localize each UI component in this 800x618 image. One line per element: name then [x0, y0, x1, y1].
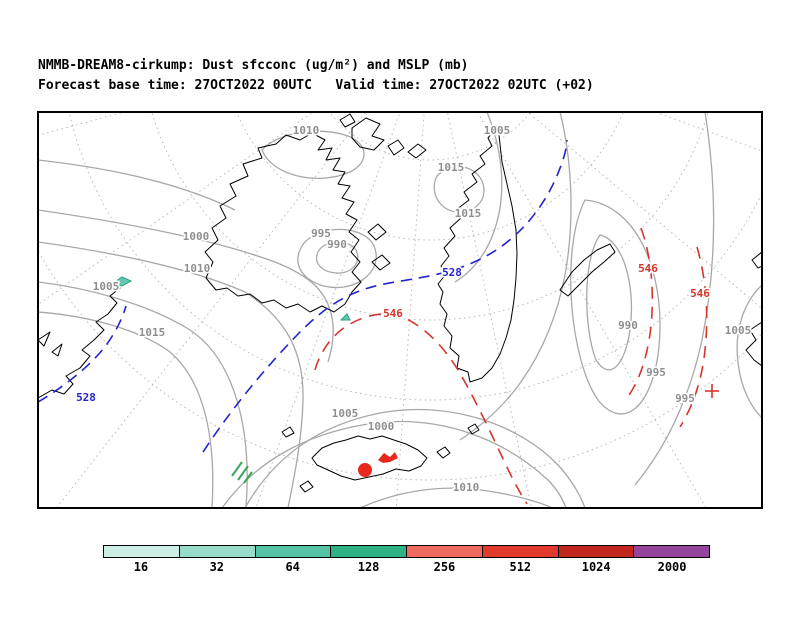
contour-label-995: 995 [311, 227, 331, 240]
contour-label-1000: 1000 [368, 420, 395, 433]
thickness-528-lines [39, 139, 568, 453]
dust-patch-teal [110, 276, 133, 287]
dust-source-red-dot [358, 463, 372, 477]
colorbar-segment-32 [179, 546, 256, 557]
contour-label-1010: 1010 [293, 124, 320, 137]
dust-patch-teal [339, 313, 351, 321]
contour-label-1015: 1015 [455, 207, 482, 220]
colorbar-segment-512 [482, 546, 559, 557]
colorbar-segment-2000 [634, 546, 709, 557]
colorbar-segment-16 [104, 546, 180, 557]
contour-label-1015: 1015 [139, 326, 166, 339]
colorbar-tick-label-128: 128 [357, 560, 380, 574]
contour-label-1000: 1000 [183, 230, 210, 243]
contour-label-1005: 1005 [484, 124, 511, 137]
map-frame [37, 111, 763, 509]
colorbar [103, 545, 710, 558]
colorbar-segment-1024 [558, 546, 635, 557]
contour-label-1015: 1015 [438, 161, 465, 174]
colorbar-tick-label-16: 16 [133, 560, 149, 574]
dust-patch-red [378, 452, 398, 463]
colorbar-segment-64 [255, 546, 332, 557]
contour-label-1005: 1005 [93, 280, 120, 293]
colorbar-tick-label-256: 256 [433, 560, 456, 574]
colorbar-tick-label-64: 64 [285, 560, 300, 574]
dust-concentration-marks [110, 276, 398, 484]
thickness-546-lines [314, 227, 719, 505]
contour-label-990: 990 [618, 319, 638, 332]
contour-label-995: 995 [675, 392, 695, 405]
contour-label-528: 528 [76, 391, 96, 404]
coastlines [39, 113, 761, 493]
contour-label-546: 546 [690, 287, 710, 300]
colorbar-segment-128 [331, 546, 407, 557]
mslp-isobars [39, 113, 761, 507]
contour-label-995: 995 [646, 366, 666, 379]
colorbar-tick-label-512: 512 [509, 560, 532, 574]
colorbar-segment-256 [407, 546, 483, 557]
chart-title: NMMB-DREAM8-cirkump: Dust sfcconc (ug/m²… [38, 58, 469, 73]
colorbar-tick-label-1024: 1024 [581, 560, 611, 574]
chart-subtitle-times: Forecast base time: 27OCT2022 00UTC Vali… [38, 78, 594, 93]
colorbar-tick-label-2000: 2000 [657, 560, 687, 574]
contour-label-546: 546 [383, 307, 403, 320]
colorbar-labels: 16 32 64 128 256 512 1024 2000 [103, 560, 710, 574]
contour-label-1010: 1010 [453, 481, 480, 494]
contour-label-1005: 1005 [725, 324, 752, 337]
red-cross-marker [705, 384, 719, 398]
colorbar-tick-label-32: 32 [209, 560, 225, 574]
contour-label-546: 546 [638, 262, 658, 275]
contour-label-528: 528 [442, 266, 462, 279]
contour-label-990: 990 [327, 238, 347, 251]
dust-streaks-green [231, 461, 253, 484]
contour-label-1005: 1005 [332, 407, 359, 420]
contour-label-1010: 1010 [184, 262, 211, 275]
